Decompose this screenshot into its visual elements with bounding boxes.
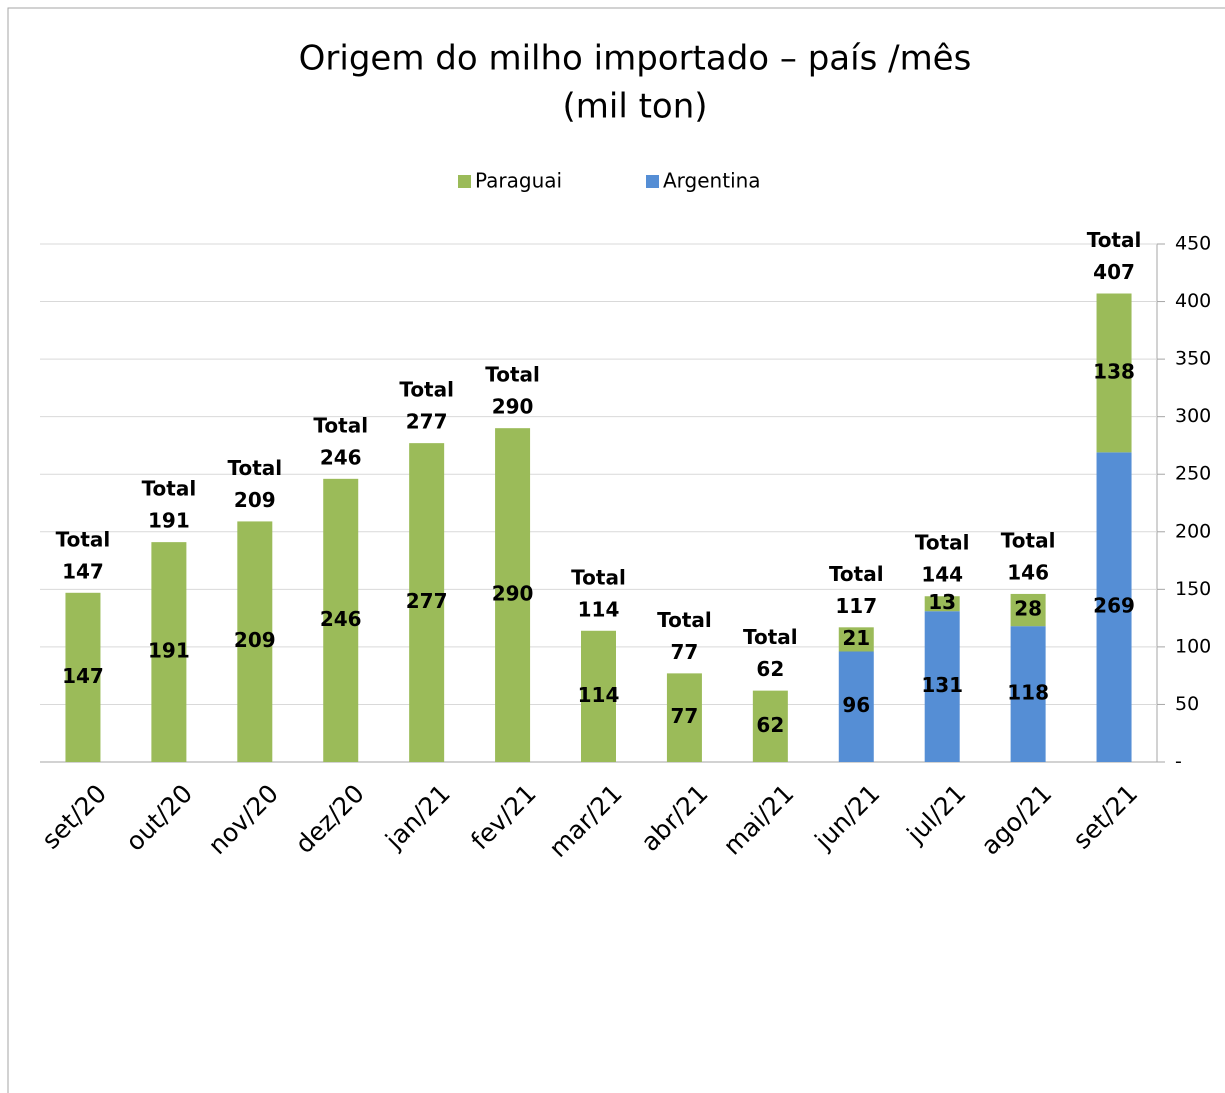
value-label: 290	[492, 582, 534, 606]
value-label: 28	[1014, 597, 1042, 621]
value-label: 62	[756, 713, 784, 737]
total-label: Total	[142, 477, 197, 501]
x-tick-label: set/21	[1067, 779, 1143, 855]
total-label: Total	[915, 531, 970, 555]
bar-segment	[752, 690, 788, 762]
bar-segment	[666, 673, 702, 762]
bar-segment	[237, 521, 273, 762]
total-label: Total	[743, 625, 798, 649]
x-tick-label: mai/21	[718, 779, 800, 861]
y-tick-label: 300	[1175, 405, 1211, 427]
y-tick-label: 50	[1175, 693, 1199, 715]
total-value: 114	[578, 597, 620, 621]
legend-swatch	[458, 175, 471, 188]
x-tick-label: jun/21	[808, 779, 885, 856]
value-label: 77	[671, 704, 699, 728]
y-tick-label: -	[1175, 751, 1182, 773]
x-tick-label: dez/20	[290, 779, 370, 859]
bar-segment	[838, 651, 874, 762]
total-value: 146	[1007, 560, 1049, 584]
bar-segment	[409, 443, 445, 762]
total-value: 290	[492, 395, 534, 419]
bar-segment	[581, 630, 616, 762]
bar-segment	[838, 627, 874, 652]
bar-segment	[65, 592, 101, 762]
total-value: 77	[671, 640, 699, 664]
bar-segment	[323, 478, 359, 762]
value-label: 96	[842, 693, 870, 717]
total-value: 277	[406, 410, 448, 434]
value-label: 277	[406, 589, 448, 613]
value-label: 269	[1093, 594, 1135, 618]
total-label: Total	[657, 608, 712, 632]
bar-segment	[924, 596, 960, 612]
value-label: 147	[62, 664, 104, 688]
y-tick-label: 450	[1175, 233, 1211, 255]
total-label: Total	[829, 562, 884, 586]
chart-subtitle: (mil ton)	[562, 87, 707, 127]
total-label: Total	[485, 363, 540, 387]
bar-segment	[924, 611, 960, 762]
y-tick-label: 100	[1175, 635, 1211, 657]
total-label: Total	[313, 413, 368, 437]
total-label: Total	[227, 456, 282, 480]
y-tick-label: 250	[1175, 463, 1211, 485]
x-tick-label: abr/21	[635, 779, 713, 857]
bar-segment	[1010, 593, 1046, 627]
bar-segment	[1010, 626, 1046, 762]
bar-segment	[495, 428, 531, 762]
total-value: 144	[921, 563, 963, 587]
total-value: 407	[1093, 260, 1135, 284]
value-label: 191	[148, 639, 190, 663]
total-label: Total	[56, 527, 111, 551]
total-value: 117	[835, 594, 877, 618]
x-tick-label: nov/20	[203, 779, 284, 860]
x-tick-label: jan/21	[379, 779, 456, 856]
x-tick-label: ago/21	[975, 779, 1057, 861]
x-tick-label: set/20	[36, 779, 112, 855]
bar-segment	[151, 542, 187, 762]
y-tick-label: 400	[1175, 290, 1211, 312]
legend-swatch	[646, 175, 659, 188]
legend-label: Argentina	[663, 169, 761, 193]
frame	[7, 7, 1225, 1093]
total-value: 147	[62, 559, 104, 583]
bar-segment	[1096, 293, 1132, 453]
total-label: Total	[1001, 528, 1056, 552]
value-label: 13	[928, 590, 956, 614]
total-label: Total	[1087, 228, 1142, 252]
value-label: 131	[921, 673, 963, 697]
total-value: 246	[320, 445, 362, 469]
y-tick-label: 200	[1175, 520, 1211, 542]
x-tick-label: fev/21	[465, 779, 542, 856]
total-value: 191	[148, 509, 190, 533]
legend-label: Paraguai	[475, 169, 562, 193]
x-tick-label: jul/21	[901, 779, 972, 850]
total-value: 209	[234, 488, 276, 512]
value-label: 21	[842, 626, 870, 650]
value-label: 209	[234, 628, 276, 652]
value-label: 114	[578, 683, 620, 707]
value-label: 118	[1007, 681, 1049, 705]
total-label: Total	[571, 565, 626, 589]
y-tick-label: 350	[1175, 348, 1211, 370]
x-tick-label: mar/21	[543, 779, 627, 863]
total-label: Total	[399, 378, 454, 402]
x-tick-label: out/20	[120, 779, 198, 857]
value-label: 138	[1093, 359, 1135, 383]
y-tick-label: 150	[1175, 578, 1211, 600]
total-value: 62	[756, 657, 784, 681]
chart-title: Origem do milho importado – país /mês	[299, 39, 972, 79]
value-label: 246	[320, 607, 362, 631]
bar-segment	[1096, 452, 1132, 762]
